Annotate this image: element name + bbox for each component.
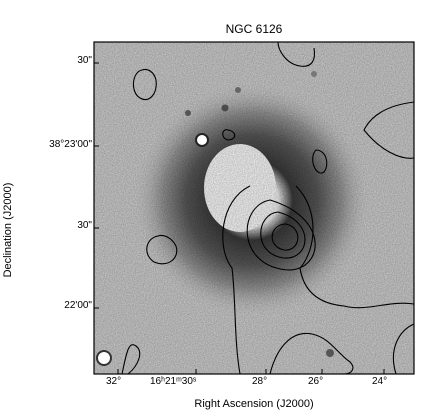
y-tick-label: 38°23'00" <box>49 139 92 150</box>
y-tick-label: 30" <box>77 220 92 231</box>
star <box>221 104 229 112</box>
y-tick-label: 22'00" <box>64 300 92 311</box>
image-noise <box>94 42 414 374</box>
star <box>185 110 191 116</box>
star <box>326 349 334 357</box>
star <box>195 133 209 147</box>
x-tick-label: 28° <box>252 376 268 387</box>
image-frame <box>93 41 415 375</box>
y-tick-label: 30" <box>77 55 92 66</box>
x-axis-label: Right Ascension (J2000) <box>194 398 314 410</box>
x-tick-label: 16ʰ21ᵐ30ˢ <box>150 376 197 387</box>
x-tick-label: 26° <box>308 376 324 387</box>
star <box>311 71 317 77</box>
radio-contours <box>121 42 414 374</box>
x-tick-label: 24° <box>372 376 388 387</box>
x-tick-label: 32° <box>106 376 122 387</box>
star <box>235 87 241 93</box>
image-title: NGC 6126 <box>225 22 283 36</box>
axis-ticks <box>94 62 385 374</box>
star <box>96 350 112 366</box>
